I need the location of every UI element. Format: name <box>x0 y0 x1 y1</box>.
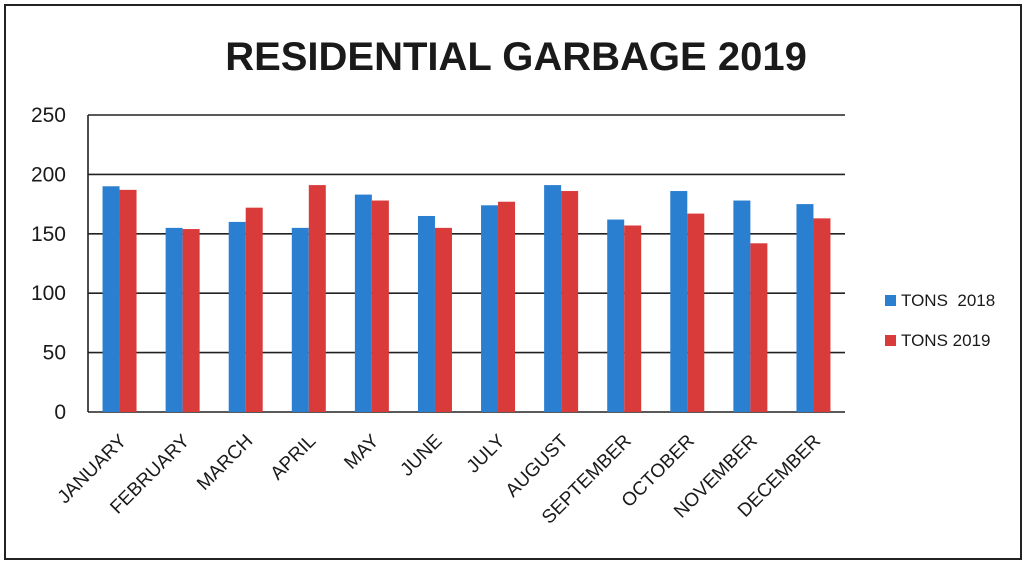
y-tick-label: 150 <box>31 223 66 246</box>
bar-tons-2019-december <box>813 218 831 412</box>
bar-tons-2019-june <box>434 227 452 412</box>
bar-tons-2019-january <box>119 189 137 412</box>
legend-swatch <box>885 295 896 306</box>
bar-tons-2019-march <box>245 207 263 412</box>
bar-tons-2018-december <box>796 204 814 412</box>
y-tick-labels: 0 50 100 150 200 250 <box>31 104 66 424</box>
legend: TONS 2018 TONS 2019 <box>885 291 995 350</box>
bar-tons-2018-june <box>417 215 435 412</box>
y-tick-label: 0 <box>54 401 66 424</box>
bar-tons-2018-may <box>354 194 372 412</box>
bar-tons-2018-september <box>607 219 625 412</box>
bar-tons-2018-october <box>670 191 688 412</box>
y-tick-label: 50 <box>43 342 66 365</box>
x-tick-label: JUNE <box>397 431 447 481</box>
bar-tons-2018-february <box>165 227 183 412</box>
x-tick-label: MAY <box>340 430 383 473</box>
legend-label: TONS 2018 <box>901 291 995 310</box>
x-tick-label: APRIL <box>267 431 321 485</box>
bar-tons-2018-march <box>228 221 246 412</box>
chart-title: RESIDENTIAL GARBAGE 2019 <box>225 35 807 79</box>
legend-label: TONS 2019 <box>901 331 990 350</box>
bar-tons-2019-july <box>498 201 516 412</box>
bar-tons-2019-may <box>371 200 389 412</box>
bar-tons-2018-january <box>102 186 120 412</box>
bar-tons-2018-april <box>291 227 309 412</box>
bar-tons-2018-july <box>481 205 499 412</box>
bar-tons-2018-november <box>733 200 751 412</box>
x-tick-label: MARCH <box>193 431 257 495</box>
bar-tons-2019-april <box>308 185 326 412</box>
bar-tons-2019-september <box>624 225 642 412</box>
bar-tons-2018-august <box>544 185 562 412</box>
gridlines <box>88 114 845 413</box>
bar-tons-2019-november <box>750 243 768 412</box>
x-tick-label: JULY <box>463 430 510 477</box>
legend-swatch <box>885 335 896 346</box>
bar-tons-2019-october <box>687 213 705 412</box>
y-tick-label: 200 <box>31 163 66 186</box>
y-tick-label: 250 <box>31 104 66 127</box>
bar-tons-2019-february <box>182 229 200 412</box>
bars <box>102 185 831 412</box>
y-tick-label: 100 <box>31 282 66 305</box>
bar-tons-2019-august <box>561 191 579 412</box>
